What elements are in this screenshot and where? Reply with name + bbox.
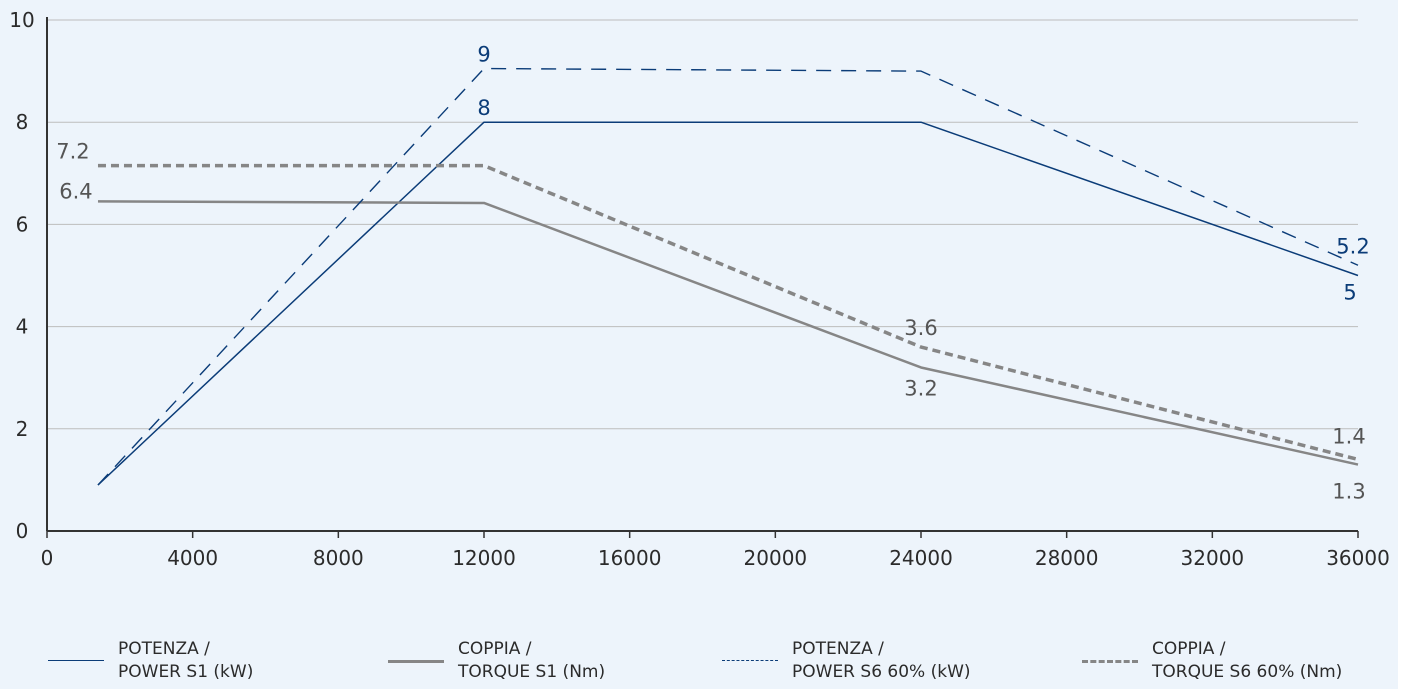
legend-label-line2: TORQUE S6 60% (Nm) xyxy=(1152,662,1343,682)
data-label: 6.4 xyxy=(59,179,92,203)
data-label: 7.2 xyxy=(56,140,89,164)
legend-label-line1: COPPIA / xyxy=(458,639,532,659)
series-line-2 xyxy=(97,67,1359,486)
x-tick-label: 24000 xyxy=(889,546,953,570)
legend-label-line2: POWER S1 (kW) xyxy=(118,662,254,682)
y-tick-label: 8 xyxy=(16,110,29,134)
legend-label-line1: COPPIA / xyxy=(1152,639,1226,659)
data-label: 5 xyxy=(1343,281,1356,305)
x-tick-label: 32000 xyxy=(1181,546,1245,570)
legend-item-power-s1: POTENZA / POWER S1 (kW) xyxy=(48,638,253,684)
legend-item-torque-s1: COPPIA / TORQUE S1 (Nm) xyxy=(388,638,605,684)
legend-label-line2: TORQUE S1 (Nm) xyxy=(458,662,606,682)
y-tick-label: 2 xyxy=(16,417,29,441)
x-tick-label: 4000 xyxy=(167,546,218,570)
x-tick-label: 20000 xyxy=(744,546,808,570)
y-tick-label: 6 xyxy=(16,212,29,236)
data-label: 8 xyxy=(477,96,490,120)
y-tick-label: 4 xyxy=(16,315,29,339)
y-tick-label: 10 xyxy=(9,8,34,32)
y-tick-label: 0 xyxy=(16,519,29,543)
legend-swatch-torque-s6 xyxy=(1082,660,1138,663)
x-tick-label: 16000 xyxy=(598,546,662,570)
legend-swatch-power-s1 xyxy=(48,660,104,661)
legend-swatch-torque-s1 xyxy=(388,660,444,663)
legend-item-torque-s6: COPPIA / TORQUE S6 60% (Nm) xyxy=(1082,638,1342,684)
x-tick-label: 28000 xyxy=(1035,546,1099,570)
data-label: 1.4 xyxy=(1332,424,1365,448)
legend-label-line2: POWER S6 60% (kW) xyxy=(792,662,971,682)
series-line-0 xyxy=(97,121,1359,486)
series-line-3 xyxy=(97,163,1359,462)
x-tick-label: 8000 xyxy=(313,546,364,570)
legend-label-line1: POTENZA / xyxy=(792,639,884,659)
legend-label-torque-s1: COPPIA / TORQUE S1 (Nm) xyxy=(458,638,605,684)
data-label: 3.2 xyxy=(904,376,937,400)
data-label: 1.3 xyxy=(1332,480,1365,504)
x-tick-label: 36000 xyxy=(1326,546,1390,570)
data-label: 5.2 xyxy=(1336,234,1369,258)
legend-swatch-power-s6 xyxy=(722,660,778,661)
legend-label-power-s6: POTENZA / POWER S6 60% (kW) xyxy=(792,638,971,684)
data-label: 9 xyxy=(477,43,490,67)
x-tick-label: 12000 xyxy=(452,546,516,570)
x-tick-label: 0 xyxy=(41,546,54,570)
series-line-1 xyxy=(97,200,1359,466)
legend-label-torque-s6: COPPIA / TORQUE S6 60% (Nm) xyxy=(1152,638,1342,684)
legend-label-power-s1: POTENZA / POWER S1 (kW) xyxy=(118,638,253,684)
data-label: 3.6 xyxy=(904,316,937,340)
legend-label-line1: POTENZA / xyxy=(118,639,210,659)
legend-item-power-s6: POTENZA / POWER S6 60% (kW) xyxy=(722,638,971,684)
